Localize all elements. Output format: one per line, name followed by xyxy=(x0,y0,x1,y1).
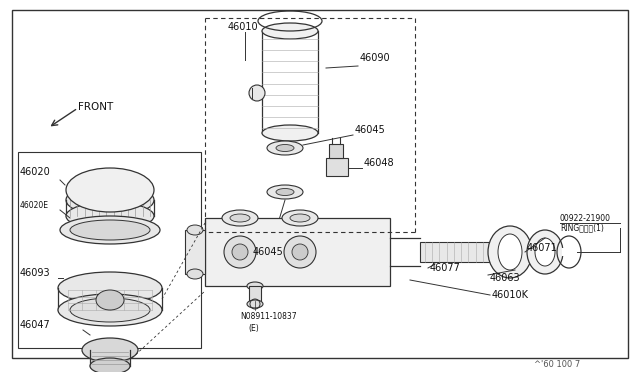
Ellipse shape xyxy=(276,189,294,196)
Bar xyxy=(249,286,261,304)
Ellipse shape xyxy=(66,184,154,216)
Ellipse shape xyxy=(284,236,316,268)
Bar xyxy=(58,288,162,310)
Ellipse shape xyxy=(488,226,532,278)
Ellipse shape xyxy=(70,298,150,322)
Ellipse shape xyxy=(247,282,263,290)
Ellipse shape xyxy=(232,244,248,260)
Ellipse shape xyxy=(498,234,522,270)
Text: RINGリング(1): RINGリング(1) xyxy=(560,224,604,232)
Ellipse shape xyxy=(82,338,138,362)
Ellipse shape xyxy=(535,238,555,266)
Ellipse shape xyxy=(187,269,203,279)
Text: 00922-21900: 00922-21900 xyxy=(560,214,611,222)
Ellipse shape xyxy=(60,216,160,244)
Ellipse shape xyxy=(96,290,124,310)
Text: N08911-10837: N08911-10837 xyxy=(240,312,296,321)
Ellipse shape xyxy=(249,85,265,101)
Bar xyxy=(420,242,495,262)
Polygon shape xyxy=(15,15,580,355)
Text: 46020: 46020 xyxy=(20,167,51,177)
Ellipse shape xyxy=(267,141,303,155)
Ellipse shape xyxy=(292,244,308,260)
Text: 46048: 46048 xyxy=(364,158,395,168)
Ellipse shape xyxy=(70,220,150,240)
Text: 46077: 46077 xyxy=(430,263,461,273)
Bar xyxy=(329,144,343,158)
Text: 46020E: 46020E xyxy=(20,201,49,209)
Text: 46010K: 46010K xyxy=(492,290,529,300)
Text: 46045: 46045 xyxy=(253,247,284,257)
Ellipse shape xyxy=(224,236,256,268)
Ellipse shape xyxy=(90,358,130,372)
Ellipse shape xyxy=(66,168,154,212)
Ellipse shape xyxy=(66,202,154,230)
Text: 46071: 46071 xyxy=(527,243,557,253)
Text: 46045: 46045 xyxy=(355,125,386,135)
Ellipse shape xyxy=(230,214,250,222)
Ellipse shape xyxy=(58,294,162,326)
Ellipse shape xyxy=(58,272,162,304)
Text: 46010: 46010 xyxy=(228,22,259,32)
Ellipse shape xyxy=(187,225,203,235)
Text: ^'60 100 7: ^'60 100 7 xyxy=(534,360,580,369)
Ellipse shape xyxy=(262,23,318,39)
Bar xyxy=(90,350,130,366)
Bar xyxy=(18,152,201,348)
Text: 46063: 46063 xyxy=(490,273,520,283)
Text: FRONT: FRONT xyxy=(78,102,113,112)
Text: (E): (E) xyxy=(248,324,259,333)
Bar xyxy=(262,31,318,141)
Ellipse shape xyxy=(222,210,258,226)
Text: 46090: 46090 xyxy=(360,53,390,63)
Text: 46093: 46093 xyxy=(20,268,51,278)
Bar xyxy=(205,218,390,286)
Ellipse shape xyxy=(262,125,318,141)
Ellipse shape xyxy=(290,214,310,222)
Bar xyxy=(185,230,205,274)
Bar xyxy=(326,158,348,176)
Ellipse shape xyxy=(247,300,263,308)
Text: 46047: 46047 xyxy=(20,320,51,330)
Ellipse shape xyxy=(267,185,303,199)
Ellipse shape xyxy=(527,230,563,274)
Ellipse shape xyxy=(282,210,318,226)
Ellipse shape xyxy=(276,144,294,151)
